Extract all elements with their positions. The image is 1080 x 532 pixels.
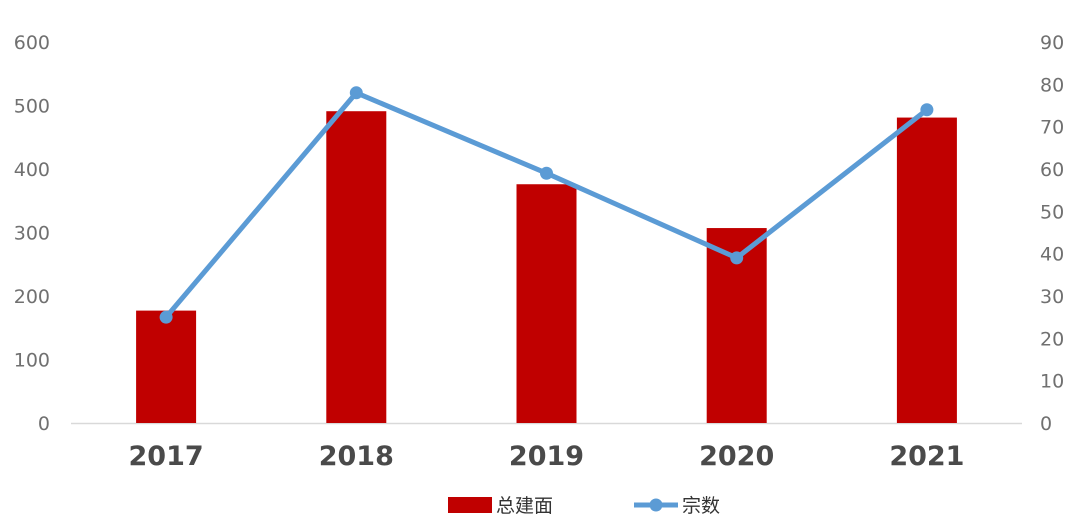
line-point [159, 310, 173, 324]
right-tick-label: 50 [1040, 201, 1064, 223]
x-tick-label: 2021 [889, 441, 964, 472]
legend-marker-line [649, 498, 663, 512]
right-tick-label: 20 [1040, 328, 1064, 350]
legend: 总建面 宗数 [448, 495, 720, 517]
legend-label-bar: 总建面 [496, 495, 553, 517]
bar [896, 117, 957, 423]
x-axis-ticks: 2017 2018 2019 2020 2021 [129, 441, 965, 472]
legend-label-line: 宗数 [682, 495, 720, 517]
right-axis-ticks: 0 10 20 30 40 50 60 70 80 90 [1040, 32, 1064, 435]
left-tick-label: 600 [14, 32, 50, 54]
right-tick-label: 0 [1040, 413, 1052, 435]
legend-swatch-bar [448, 497, 492, 513]
x-tick-label: 2018 [319, 441, 394, 472]
left-axis-ticks: 0 100 200 300 400 500 600 [14, 32, 50, 435]
bar-series [136, 111, 957, 423]
line-point [730, 251, 744, 265]
x-tick-label: 2019 [509, 441, 584, 472]
x-tick-label: 2020 [699, 441, 774, 472]
bar [326, 111, 387, 423]
left-tick-label: 0 [38, 413, 50, 435]
x-tick-label: 2017 [129, 441, 204, 472]
left-tick-label: 300 [14, 223, 50, 245]
right-tick-label: 60 [1040, 159, 1064, 181]
right-tick-label: 10 [1040, 371, 1064, 393]
right-tick-label: 30 [1040, 286, 1064, 308]
line-point [349, 86, 363, 100]
line-point [920, 103, 934, 117]
left-tick-label: 400 [14, 159, 50, 181]
line-point [540, 166, 553, 180]
right-tick-label: 90 [1040, 32, 1064, 54]
left-tick-label: 100 [14, 350, 50, 372]
left-tick-label: 200 [14, 286, 50, 308]
left-tick-label: 500 [14, 96, 50, 118]
line-series [159, 86, 934, 324]
right-tick-label: 70 [1040, 117, 1064, 139]
right-tick-label: 40 [1040, 244, 1064, 266]
bar [516, 184, 577, 423]
right-tick-label: 80 [1040, 74, 1064, 96]
bar [136, 310, 197, 423]
